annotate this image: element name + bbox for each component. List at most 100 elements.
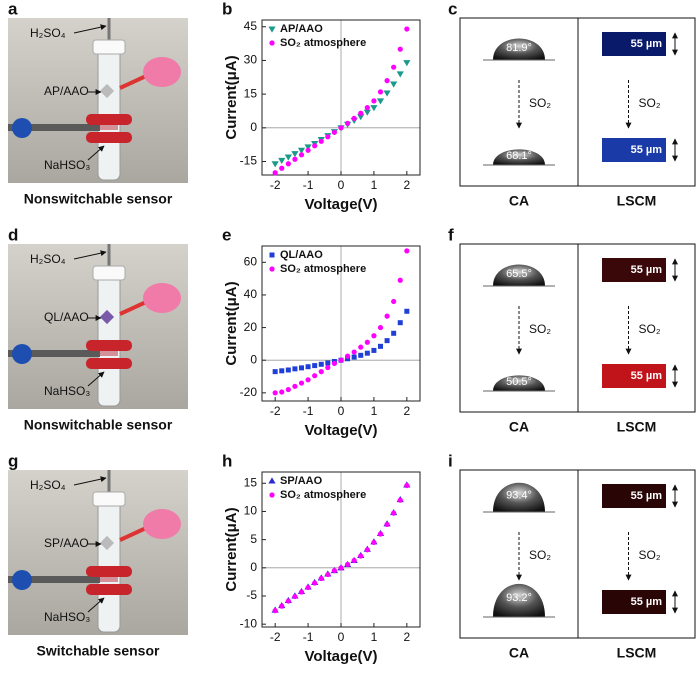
point — [371, 333, 377, 339]
clamp — [86, 114, 132, 125]
point — [377, 324, 384, 331]
point — [383, 90, 391, 97]
point — [345, 356, 351, 362]
point — [305, 364, 311, 370]
scale-label: 55 µm — [631, 144, 663, 156]
legend-marker — [269, 252, 275, 258]
photo-label: SP/AAO — [44, 536, 89, 550]
x-tick-label: 1 — [371, 178, 378, 192]
photo-label: NaHSO₃ — [44, 610, 90, 624]
contact-angle: 65.5° — [506, 268, 532, 280]
scale-label: 55 µm — [631, 596, 663, 608]
lscm-image — [602, 364, 666, 388]
point — [312, 143, 318, 149]
point — [272, 390, 278, 396]
photo-label: NaHSO₃ — [44, 384, 90, 398]
photo-label: AP/AAO — [44, 84, 89, 98]
point — [358, 110, 364, 116]
y-axis-label: Current(μA) — [223, 507, 240, 591]
droplet — [493, 482, 545, 512]
tube — [97, 269, 121, 407]
column-label: LSCM — [617, 645, 657, 661]
panel-letter: b — [222, 0, 232, 18]
point — [344, 353, 351, 359]
point — [291, 151, 299, 158]
point — [344, 561, 351, 568]
scale-label: 55 µm — [631, 490, 663, 502]
photo-label: H₂SO₄ — [30, 478, 66, 492]
point — [364, 547, 370, 553]
gas-label: SO₂ — [639, 548, 661, 562]
knob — [12, 118, 32, 138]
point — [338, 565, 344, 571]
point — [298, 380, 305, 386]
x-tick-label: -1 — [303, 178, 314, 192]
arrow — [73, 250, 107, 260]
y-tick-label: 0 — [250, 120, 257, 134]
x-axis-label: Voltage(V) — [304, 422, 377, 439]
point — [351, 349, 357, 355]
photo-label: H₂SO₄ — [30, 26, 66, 40]
x-tick-label: 2 — [403, 404, 410, 418]
point — [338, 125, 344, 131]
point — [391, 510, 397, 516]
contact-angle: 93.4° — [506, 489, 532, 501]
x-axis-label: Voltage(V) — [304, 648, 377, 665]
legend-label: SO₂ atmosphere — [280, 489, 366, 501]
y-tick-label: -15 — [240, 154, 258, 168]
balloon — [143, 283, 181, 313]
legend-label: SO₂ atmosphere — [280, 263, 366, 275]
legend-marker — [269, 266, 275, 272]
photo-label: NaHSO₃ — [44, 158, 90, 172]
y-axis-label: Current(μA) — [223, 55, 240, 139]
droplet — [493, 38, 545, 60]
point — [358, 344, 364, 350]
point — [344, 120, 351, 126]
point — [272, 170, 278, 176]
legend-label: SP/AAO — [280, 475, 323, 487]
point — [376, 98, 385, 105]
x-tick-label: 0 — [338, 630, 345, 644]
point — [325, 571, 331, 578]
arrow — [73, 476, 107, 486]
point — [271, 161, 279, 168]
point — [363, 109, 371, 116]
point — [358, 352, 364, 358]
point — [404, 482, 410, 489]
scale-label: 55 µm — [631, 370, 663, 382]
arrow — [87, 145, 105, 161]
contact-angle: 93.2° — [506, 592, 532, 604]
knob — [12, 344, 32, 364]
cap — [92, 39, 126, 55]
arrow — [73, 24, 107, 34]
y-tick-label: 40 — [244, 287, 258, 301]
y-tick-label: 45 — [244, 19, 258, 33]
x-tick-label: -2 — [270, 630, 281, 644]
gas-label: SO₂ — [529, 322, 551, 336]
tube — [97, 43, 121, 181]
clamp-rod — [8, 576, 100, 583]
clamp — [86, 584, 132, 595]
balloon-stem — [119, 300, 147, 316]
x-tick-label: -2 — [270, 404, 281, 418]
point — [272, 369, 278, 375]
contact-angle: 50.5° — [506, 376, 532, 388]
clamp — [86, 566, 132, 577]
panel-letter: g — [8, 451, 18, 470]
point — [305, 377, 311, 383]
clamp-rod — [8, 124, 100, 131]
x-tick-label: 0 — [338, 178, 345, 192]
balloon-stem — [119, 526, 147, 542]
gas-label: SO₂ — [639, 322, 661, 336]
column-label: LSCM — [617, 419, 657, 435]
y-tick-label: -5 — [246, 588, 257, 602]
point — [331, 360, 338, 367]
point — [285, 598, 291, 604]
point — [318, 138, 324, 144]
panel-letter: a — [8, 0, 18, 18]
y-axis-label: Current(μA) — [223, 281, 240, 365]
point — [318, 575, 324, 582]
balloon-stem — [119, 74, 147, 90]
panel-letter: i — [448, 451, 453, 470]
